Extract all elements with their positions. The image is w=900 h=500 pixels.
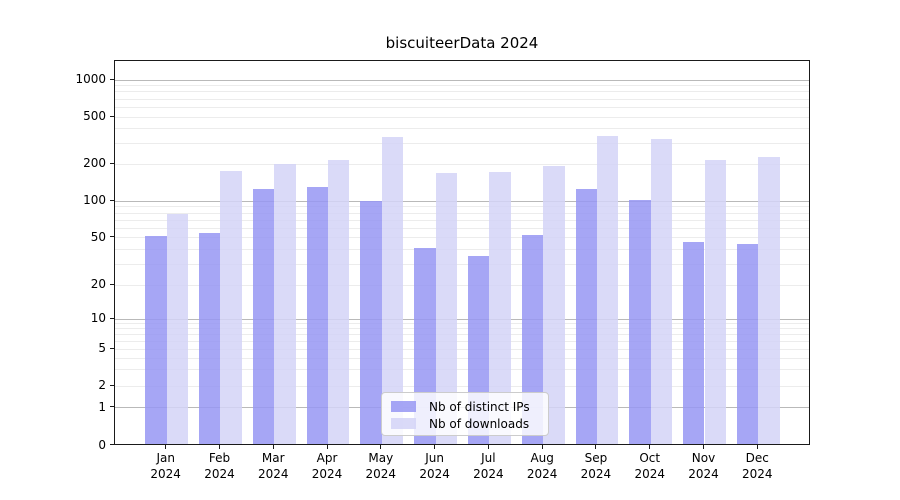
minor-gridline — [115, 369, 809, 371]
minor-gridline — [115, 163, 809, 165]
major-gridline — [115, 79, 809, 81]
bar-downloads-aug — [543, 166, 565, 444]
bar-downloads-jan — [166, 213, 189, 444]
y-tick-label: 0 — [98, 437, 106, 452]
x-tick-label: Mar 2024 — [257, 451, 289, 481]
x-tick-label: Nov 2024 — [688, 451, 719, 481]
x-tick-mark — [434, 445, 436, 449]
minor-gridline — [115, 328, 809, 330]
chart-title: biscuiteerData 2024 — [385, 34, 539, 52]
y-tick-label: 2 — [98, 378, 106, 392]
y-tick-label: 1000 — [75, 72, 106, 86]
x-tick-label: May 2024 — [365, 451, 397, 481]
plot-area: Nb of distinct IPs Nb of downloads — [114, 60, 810, 445]
bar-downloads-nov — [704, 160, 726, 444]
legend-row: Nb of distinct IPs — [391, 398, 539, 415]
y-tick-label: 20 — [90, 277, 106, 291]
bar-distinct-ips-apr — [306, 186, 329, 444]
x-tick-label: Feb 2024 — [204, 451, 235, 481]
bar-distinct-ips-sep — [575, 189, 597, 444]
x-tick-mark — [326, 445, 328, 449]
legend-row: Nb of downloads — [391, 415, 539, 432]
bar-distinct-ips-feb — [199, 233, 221, 444]
y-tick-label: 10 — [90, 311, 106, 326]
x-tick-label: Jan 2024 — [150, 451, 181, 481]
x-tick-mark — [487, 445, 489, 449]
minor-gridline — [115, 237, 809, 239]
minor-gridline — [115, 98, 809, 100]
x-tick-label: Jul 2024 — [473, 451, 504, 481]
bar-distinct-ips-may — [360, 201, 382, 444]
minor-gridline — [115, 206, 809, 208]
minor-gridline — [115, 128, 809, 130]
bar-downloads-feb — [220, 170, 242, 444]
bar-downloads-oct — [650, 138, 673, 444]
bar-downloads-may — [381, 136, 404, 444]
minor-gridline — [115, 212, 809, 214]
legend: Nb of distinct IPs Nb of downloads — [381, 392, 549, 436]
bar-distinct-ips-dec — [736, 244, 759, 444]
minor-gridline — [115, 91, 809, 93]
minor-gridline — [115, 284, 809, 286]
bar-distinct-ips-oct — [629, 199, 651, 444]
x-tick-label: Dec 2024 — [741, 451, 773, 481]
x-tick-label: Aug 2024 — [526, 451, 558, 481]
x-tick-label: Oct 2024 — [634, 451, 665, 481]
x-tick-mark — [272, 445, 274, 449]
y-tick-label: 1 — [98, 399, 106, 414]
bar-downloads-jul — [489, 171, 511, 444]
x-tick-label: Jun 2024 — [419, 451, 450, 481]
y-tick-label: 5 — [98, 341, 106, 356]
x-tick-label: Apr 2024 — [311, 451, 343, 481]
minor-gridline — [115, 263, 809, 265]
y-tick-label: 100 — [83, 193, 106, 208]
minor-gridline — [115, 219, 809, 221]
y-tick-label: 500 — [83, 109, 106, 123]
y-tick-label: 200 — [83, 156, 106, 171]
x-tick-mark — [380, 445, 382, 449]
minor-gridline — [115, 340, 809, 342]
bar-downloads-dec — [758, 157, 780, 444]
bar-distinct-ips-jan — [145, 236, 167, 444]
minor-gridline — [115, 357, 809, 359]
bar-distinct-ips-nov — [683, 241, 705, 444]
major-gridline — [115, 200, 809, 202]
x-tick-mark — [595, 445, 597, 449]
legend-swatch-downloads — [391, 418, 416, 429]
legend-swatch-distinct-ips — [391, 401, 416, 412]
bar-downloads-mar — [274, 164, 296, 444]
major-gridline — [115, 318, 809, 320]
x-tick-mark — [218, 445, 220, 449]
x-tick-mark — [165, 445, 167, 449]
minor-gridline — [115, 116, 809, 118]
x-tick-label: Sep 2024 — [580, 451, 612, 481]
legend-label-distinct-ips: Nb of distinct IPs — [429, 399, 530, 414]
x-tick-mark — [649, 445, 651, 449]
minor-gridline — [115, 106, 809, 108]
x-tick-mark — [703, 445, 704, 449]
minor-gridline — [115, 348, 809, 350]
legend-label-downloads: Nb of downloads — [429, 416, 530, 431]
minor-gridline — [115, 227, 809, 229]
minor-gridline — [115, 248, 809, 250]
bar-downloads-jun — [435, 173, 457, 444]
y-tick-label: 50 — [90, 229, 106, 244]
minor-gridline — [115, 323, 809, 325]
minor-gridline — [115, 385, 809, 387]
x-tick-mark — [541, 445, 543, 449]
bar-downloads-apr — [328, 160, 350, 444]
bar-distinct-ips-mar — [252, 188, 275, 444]
grid-layer — [115, 61, 809, 444]
bar-downloads-sep — [596, 136, 619, 444]
bar-distinct-ips-aug — [521, 235, 544, 444]
minor-gridline — [115, 85, 809, 87]
minor-gridline — [115, 142, 809, 144]
bars-layer — [115, 61, 809, 444]
minor-gridline — [115, 334, 809, 336]
x-tick-mark — [756, 445, 758, 449]
